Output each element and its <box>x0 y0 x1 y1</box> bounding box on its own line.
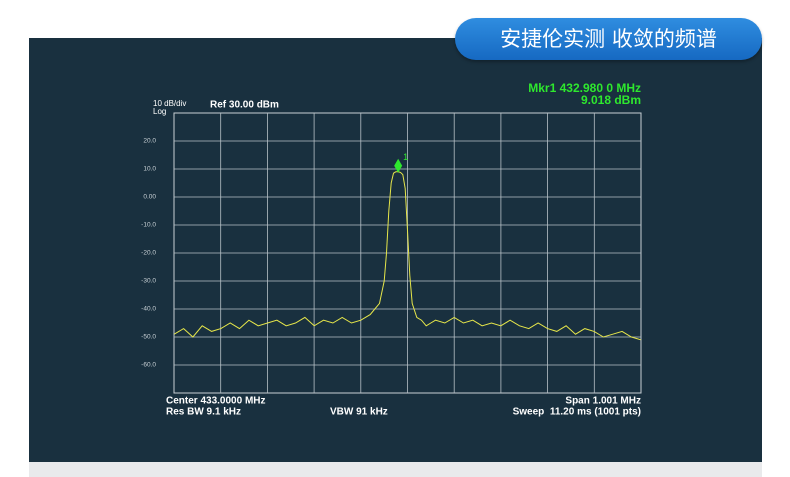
y-tick-label: 20.0 <box>143 138 156 145</box>
marker <box>394 158 403 173</box>
panel-footer <box>29 462 762 477</box>
ref-label: Ref 30.00 dBm <box>210 100 279 111</box>
footer-text: Center 433.0000 MHz <box>166 396 266 407</box>
footer-text: Span 1.001 MHz <box>565 396 641 407</box>
marker-label: 1 <box>403 152 408 162</box>
badge: 安捷伦实测 收敛的频谱 <box>455 18 762 60</box>
footer-text: Sweep 11.20 ms (1001 pts) <box>513 407 641 418</box>
y-tick-label: -50.0 <box>141 334 156 341</box>
marker-readout: Mkr1 432.980 0 MHz <box>528 81 641 95</box>
y-tick-label: -40.0 <box>141 306 156 313</box>
y-tick-label: -60.0 <box>141 362 156 369</box>
y-tick-label: -20.0 <box>141 250 156 257</box>
y-tick-label: -30.0 <box>141 278 156 285</box>
trace <box>173 171 641 341</box>
y-tick-label: 0.00 <box>143 194 156 201</box>
y-tick-label: -10.0 <box>141 222 156 229</box>
y-tick-label: 10.0 <box>143 166 156 173</box>
footer-text: Res BW 9.1 kHz <box>166 407 241 418</box>
scale-label: 10 dB/div <box>153 99 186 108</box>
scale-mode: Log <box>153 107 166 116</box>
footer-text: VBW 91 kHz <box>330 407 388 418</box>
marker-readout: 9.018 dBm <box>581 93 641 107</box>
panel <box>29 38 762 462</box>
